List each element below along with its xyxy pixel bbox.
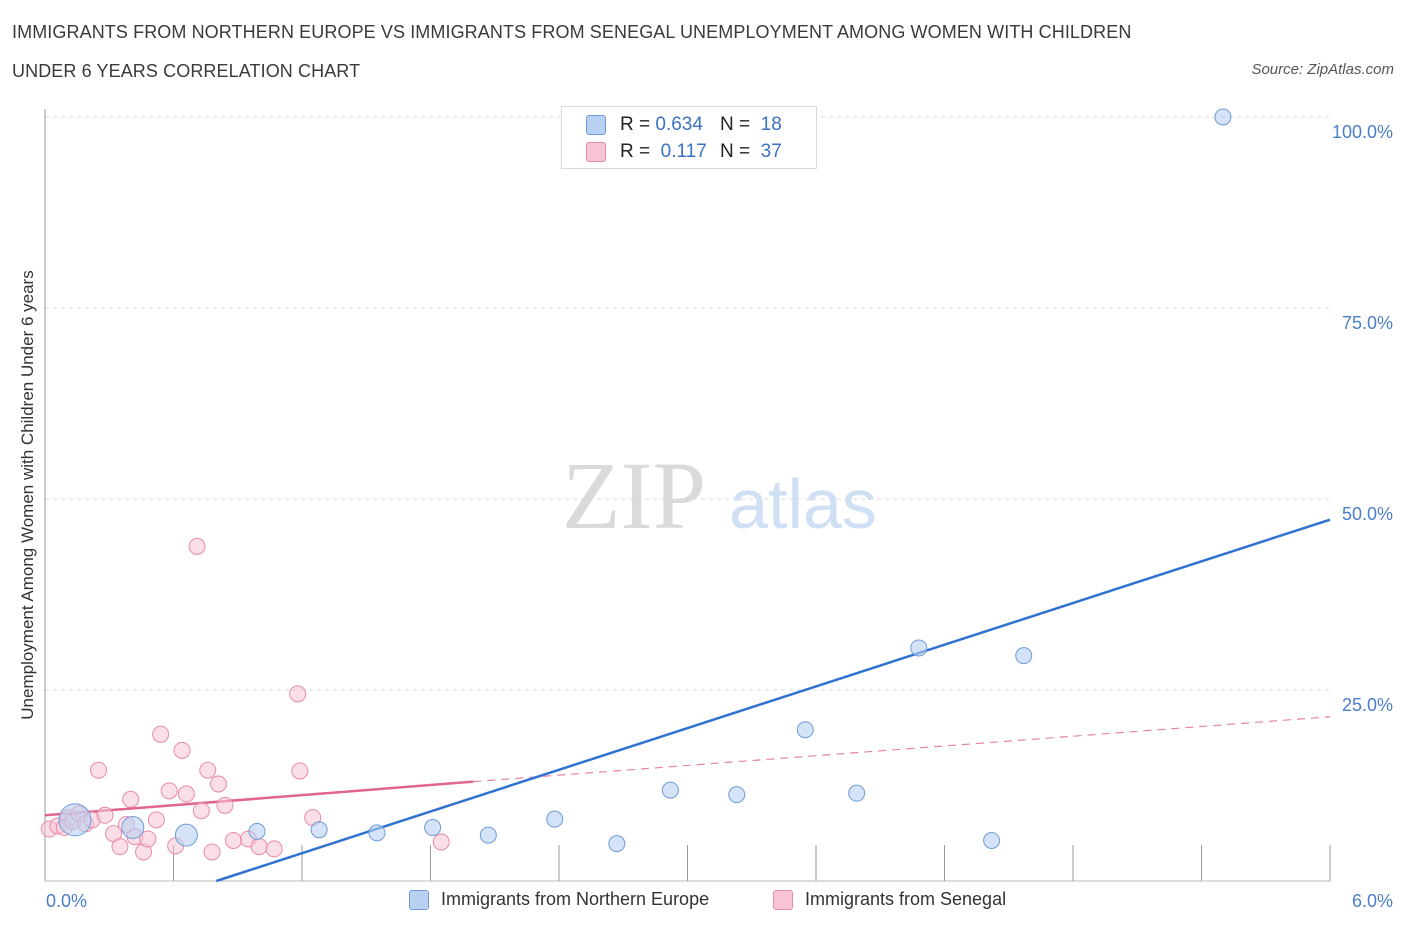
x-tick-max: 6.0% <box>1351 891 1393 911</box>
data-point-senegal <box>177 785 195 803</box>
axes <box>44 109 1331 882</box>
legend-r-value: 0.117 <box>660 141 707 162</box>
data-point-senegal <box>188 537 206 555</box>
x-tick-min: 0.0% <box>46 891 88 911</box>
chart-title-line2: UNDER 6 YEARS CORRELATION CHART <box>12 61 361 81</box>
data-point-senegal <box>90 761 108 779</box>
legend-n-value: 18 <box>760 114 782 135</box>
series-northern-europe-points <box>58 108 1232 853</box>
trend-line-senegal-dashed <box>473 716 1331 783</box>
data-point-senegal <box>209 775 227 793</box>
y-tick-label: 50.0% <box>1341 504 1393 524</box>
data-point-senegal <box>224 832 242 850</box>
bottom-legend-swatch-blue <box>409 889 429 910</box>
series-senegal-points <box>40 537 450 861</box>
data-point-senegal <box>432 833 450 851</box>
legend-swatch-blue <box>586 115 606 135</box>
y-tick-label: 75.0% <box>1341 313 1393 333</box>
data-point-northern-europe <box>121 816 145 840</box>
data-point-senegal <box>173 741 191 759</box>
legend-r-label: R = <box>620 114 651 135</box>
watermark-zip: ZIP <box>562 442 706 549</box>
bottom-legend-senegal: Immigrants from Senegal <box>773 889 1006 910</box>
legend-n-value: 37 <box>760 141 782 162</box>
data-point-senegal <box>96 806 114 824</box>
data-point-northern-europe <box>661 781 679 799</box>
bottom-legend-northern-europe: Immigrants from Northern Europe <box>409 889 709 910</box>
data-point-senegal <box>152 725 170 743</box>
data-point-senegal <box>203 843 221 861</box>
legend-r-label: R = <box>620 141 651 162</box>
watermark-atlas: atlas <box>729 465 877 543</box>
data-point-senegal <box>111 838 129 856</box>
trend-lines <box>44 518 1331 883</box>
bottom-legend-label-pink: Immigrants from Senegal <box>805 889 1007 909</box>
data-point-senegal <box>265 840 283 858</box>
trend-line-northern-europe <box>215 518 1331 883</box>
legend-swatch-pink <box>586 142 606 162</box>
data-point-northern-europe <box>248 822 266 840</box>
legend-r-value: 0.634 <box>655 114 703 135</box>
legend-row-senegal: R = 0.117 N = 37 <box>586 140 782 164</box>
data-point-senegal <box>291 762 309 780</box>
data-point-northern-europe <box>174 823 198 847</box>
watermark: ZIP atlas <box>562 442 877 549</box>
data-point-senegal <box>289 685 307 703</box>
data-point-northern-europe <box>58 803 92 837</box>
legend-n-label: N = <box>720 141 751 162</box>
legend-row-northern-europe: R = 0.634 N = 18 <box>586 113 782 137</box>
data-point-northern-europe <box>546 810 564 828</box>
grid-lines <box>45 116 1330 691</box>
data-point-senegal <box>160 782 178 800</box>
data-point-northern-europe <box>608 835 626 853</box>
bottom-legend-label-blue: Immigrants from Northern Europe <box>441 889 710 909</box>
data-point-northern-europe <box>728 786 746 804</box>
data-point-senegal <box>192 802 210 820</box>
data-point-northern-europe <box>1214 108 1232 126</box>
data-point-senegal <box>216 796 234 814</box>
data-point-senegal <box>139 830 157 848</box>
data-point-senegal <box>122 790 140 808</box>
data-point-northern-europe <box>848 784 866 802</box>
bottom-legend-swatch-pink <box>773 889 793 910</box>
data-point-northern-europe <box>368 824 386 842</box>
trend-line-senegal <box>44 780 474 817</box>
data-point-northern-europe <box>310 821 328 839</box>
data-point-northern-europe <box>910 639 928 657</box>
legend-n-label: N = <box>720 114 751 135</box>
y-tick-label: 25.0% <box>1341 695 1393 715</box>
y-tick-label: 100.0% <box>1331 122 1393 142</box>
data-point-northern-europe <box>796 721 814 739</box>
data-point-northern-europe <box>983 832 1001 850</box>
data-point-northern-europe <box>424 819 442 837</box>
legend: R = 0.634 N = 18 R = 0.117 N = 37 <box>561 106 817 169</box>
data-point-northern-europe <box>479 826 497 844</box>
source-label: Source: ZipAtlas.com <box>1251 61 1394 78</box>
data-point-northern-europe <box>1015 647 1033 665</box>
data-point-senegal <box>250 838 268 856</box>
y-axis-label: Unemployment Among Women with Children U… <box>18 270 37 720</box>
data-point-senegal <box>199 761 217 779</box>
data-point-senegal <box>147 811 165 829</box>
chart-title-line1: IMMIGRANTS FROM NORTHERN EUROPE VS IMMIG… <box>12 22 1132 42</box>
